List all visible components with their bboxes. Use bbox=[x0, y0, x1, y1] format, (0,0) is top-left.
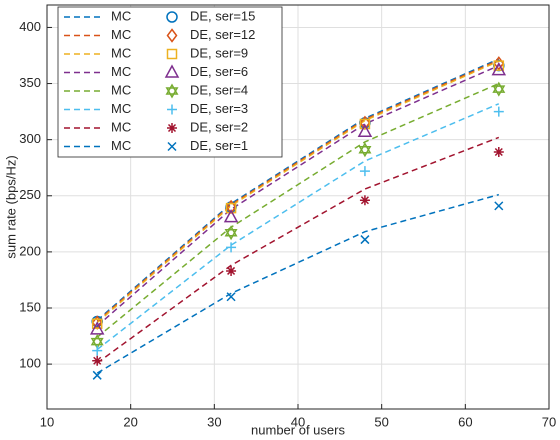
x-tick-label: 50 bbox=[374, 414, 388, 429]
legend-label: MC bbox=[111, 138, 131, 153]
de-marker bbox=[491, 62, 507, 76]
mc-line bbox=[96, 103, 500, 351]
legend-swatch bbox=[164, 64, 180, 78]
de-marker bbox=[91, 318, 103, 329]
mc-line bbox=[96, 136, 500, 364]
de-marker bbox=[92, 370, 102, 380]
y-tick-label: 100 bbox=[19, 356, 41, 371]
de-marker bbox=[226, 292, 236, 302]
legend-label: MC bbox=[111, 8, 131, 23]
de-marker bbox=[359, 118, 371, 130]
legend-label: DE, ser=15 bbox=[190, 8, 255, 23]
legend-label: DE, ser=9 bbox=[190, 45, 248, 60]
legend: MC MC MC MC MC MC MC MC DE, ser=15 DE, ser=12 DE, … bbox=[57, 6, 283, 158]
y-tick-label: 200 bbox=[19, 243, 41, 258]
de-marker bbox=[223, 209, 239, 223]
mc-line bbox=[96, 82, 500, 338]
de-marker bbox=[493, 60, 505, 71]
axes-box bbox=[46, 4, 550, 410]
legend-label: MC bbox=[111, 45, 131, 60]
de-marker bbox=[90, 334, 104, 350]
de-marker bbox=[92, 355, 103, 366]
y-tick-label: 250 bbox=[19, 187, 41, 202]
de-marker bbox=[225, 202, 237, 214]
x-tick-label: 10 bbox=[40, 414, 54, 429]
legend-label: DE, ser=12 bbox=[190, 27, 255, 42]
legend-swatch bbox=[166, 11, 178, 23]
de-marker bbox=[89, 321, 105, 335]
de-marker bbox=[492, 81, 506, 97]
de-marker bbox=[359, 195, 370, 206]
x-tick-label: 30 bbox=[207, 414, 221, 429]
legend-label: MC bbox=[111, 82, 131, 97]
legend-label: MC bbox=[111, 27, 131, 42]
x-tick-label: 60 bbox=[458, 414, 472, 429]
legend-label: DE, ser=6 bbox=[190, 64, 248, 79]
legend-label: DE, ser=3 bbox=[190, 101, 248, 116]
de-marker bbox=[224, 225, 238, 241]
legend-label: MC bbox=[111, 64, 131, 79]
legend-swatch bbox=[166, 48, 178, 60]
legend-swatch bbox=[167, 141, 177, 152]
legend-label: DE, ser=4 bbox=[190, 82, 248, 97]
legend-label: DE, ser=2 bbox=[190, 119, 248, 134]
y-tick-label: 350 bbox=[19, 75, 41, 90]
de-marker bbox=[92, 345, 103, 356]
legend-swatch bbox=[165, 83, 179, 99]
legend-label: MC bbox=[111, 101, 131, 116]
legend-label: DE, ser=1 bbox=[190, 138, 248, 153]
x-tick-label: 20 bbox=[123, 414, 137, 429]
de-marker bbox=[357, 123, 373, 138]
legend-swatch bbox=[167, 123, 177, 133]
x-axis-label: number of users bbox=[251, 422, 345, 437]
de-marker bbox=[226, 242, 237, 253]
de-marker bbox=[493, 106, 504, 117]
mc-line bbox=[96, 193, 499, 374]
y-axis-label: sum rate (bps/Hz) bbox=[3, 155, 18, 258]
y-tick-label: 400 bbox=[19, 19, 41, 34]
de-marker bbox=[360, 235, 370, 245]
x-tick-label: 70 bbox=[542, 414, 556, 429]
de-marker bbox=[226, 265, 237, 276]
y-tick-label: 300 bbox=[19, 131, 41, 146]
legend-label: MC bbox=[111, 119, 131, 134]
legend-swatch bbox=[167, 104, 177, 115]
y-tick-label: 150 bbox=[19, 299, 41, 314]
de-marker bbox=[493, 147, 504, 158]
de-marker bbox=[358, 142, 372, 158]
de-marker bbox=[359, 166, 370, 177]
x-tick-label: 40 bbox=[291, 414, 305, 429]
legend-swatch bbox=[166, 28, 178, 43]
de-marker bbox=[494, 201, 504, 211]
